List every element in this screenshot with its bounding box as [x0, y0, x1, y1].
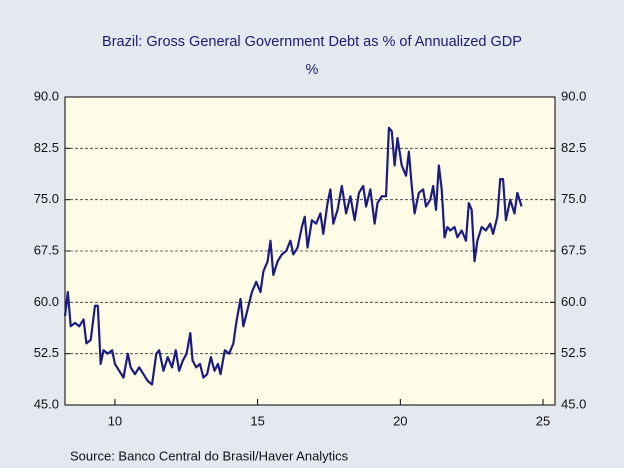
y2-tick-label: 90.0 [561, 88, 586, 103]
y-tick-label: 75.0 [34, 191, 59, 206]
y2-tick-label: 45.0 [561, 396, 586, 411]
y-tick-label: 90.0 [34, 88, 59, 103]
y2-tick-label: 60.0 [561, 294, 586, 309]
y-tick-label: 52.5 [34, 345, 59, 360]
y2-tick-label: 52.5 [561, 345, 586, 360]
y-tick-label: 45.0 [34, 396, 59, 411]
y2-tick-label: 75.0 [561, 191, 586, 206]
chart-title: Brazil: Gross General Government Debt as… [102, 34, 522, 50]
x-tick-label: 25 [536, 413, 550, 428]
y2-tick-label: 82.5 [561, 140, 586, 155]
y-tick-label: 67.5 [34, 242, 59, 257]
y-tick-label: 60.0 [34, 294, 59, 309]
y-tick-label: 82.5 [34, 140, 59, 155]
data-line [63, 126, 523, 386]
chart-subtitle: % [306, 62, 319, 78]
source: Source: Banco Central do Brasil/Haver An… [70, 448, 349, 463]
x-tick-label: 10 [108, 413, 122, 428]
x-tick-label: 15 [250, 413, 264, 428]
x-tick-label: 20 [393, 413, 407, 428]
y2-tick-label: 67.5 [561, 242, 586, 257]
